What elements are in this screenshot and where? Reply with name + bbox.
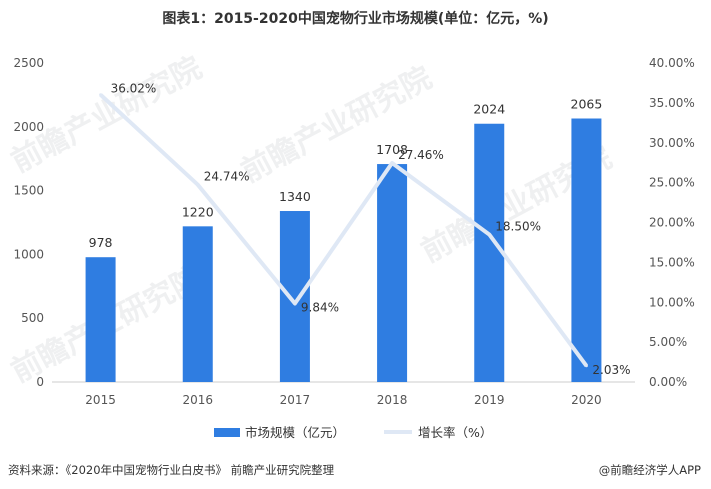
brand-credit: @前瞻经济学人APP	[598, 463, 701, 477]
y-left-tick-label: 2500	[13, 56, 44, 70]
y-left-tick-label: 2000	[13, 120, 44, 134]
bar	[279, 211, 310, 382]
y-left-tick-label: 1000	[13, 247, 44, 261]
bar	[377, 164, 408, 382]
bar	[474, 123, 505, 382]
line-point	[293, 302, 297, 306]
bar-value-label: 1220	[182, 204, 214, 219]
line-point	[390, 161, 394, 165]
line-point	[99, 93, 103, 97]
y-right-tick-label: 30.00%	[649, 136, 695, 150]
y-right-tick-label: 35.00%	[649, 96, 695, 110]
bar-value-label: 1340	[279, 189, 311, 204]
bar	[182, 226, 213, 382]
y-right-tick-label: 10.00%	[649, 295, 695, 309]
x-tick-label: 2019	[474, 393, 505, 407]
bar-value-label: 2024	[473, 102, 505, 117]
y-right-tick-label: 0.00%	[649, 375, 687, 389]
y-left-tick-label: 1500	[13, 184, 44, 198]
y-right-tick-label: 20.00%	[649, 216, 695, 230]
y-right-tick-label: 25.00%	[649, 176, 695, 190]
bar	[85, 257, 116, 382]
line-value-label: 24.74%	[204, 170, 250, 184]
y-right-tick-label: 40.00%	[649, 56, 695, 70]
legend-label-line: 增长率（%）	[418, 425, 492, 440]
x-tick-label: 2018	[377, 393, 408, 407]
x-tick-label: 2015	[85, 393, 116, 407]
growth-line	[99, 93, 589, 368]
x-tick-label: 2020	[571, 393, 602, 407]
y-left-tick-label: 500	[21, 311, 44, 325]
line-value-label: 2.03%	[592, 363, 630, 377]
bar	[571, 118, 602, 383]
line-point	[196, 183, 200, 187]
line-value-label: 18.50%	[495, 219, 541, 233]
bar-value-label: 1708	[376, 142, 408, 157]
line-value-label: 9.84%	[301, 301, 339, 315]
y-left-tick-label: 0	[36, 375, 44, 389]
line-value-label: 36.02%	[111, 82, 157, 96]
line-point	[487, 232, 491, 236]
x-tick-label: 2016	[182, 393, 213, 407]
chart-title: 图表1：2015-2020中国宠物行业市场规模(单位：亿元，%)	[162, 11, 549, 27]
x-tick-label: 2017	[280, 393, 311, 407]
line-point	[584, 364, 588, 368]
legend-swatch-bar	[214, 428, 240, 437]
bar-value-label: 2065	[571, 97, 603, 112]
y-right-tick-label: 5.00%	[649, 335, 687, 349]
line-value-label: 27.46%	[398, 148, 444, 162]
legend-label-bar: 市场规模（亿元）	[245, 425, 345, 440]
source-note: 资料来源：《2020年中国宠物行业白皮书》 前瞻产业研究院整理	[8, 463, 335, 477]
bar-value-label: 978	[89, 235, 113, 250]
y-right-tick-label: 15.00%	[649, 255, 695, 269]
